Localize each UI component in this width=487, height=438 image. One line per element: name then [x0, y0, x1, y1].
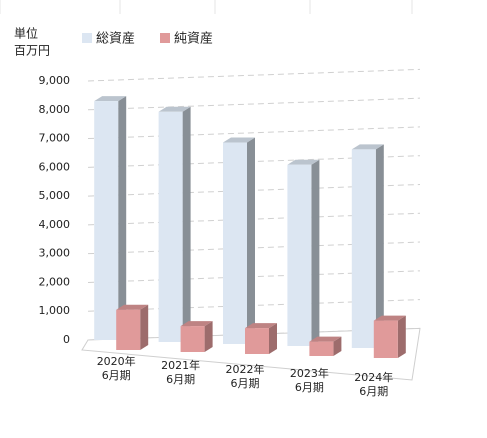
- bar-side: [247, 137, 255, 344]
- y-tick-label: 7,000: [39, 132, 71, 145]
- bar-side: [182, 106, 191, 343]
- x-tick-label: 6月期: [295, 381, 324, 394]
- bar: [287, 164, 312, 346]
- bar: [351, 149, 376, 348]
- y-tick-label: 0: [63, 333, 70, 346]
- bar-top: [287, 159, 320, 165]
- bar: [223, 142, 247, 344]
- bar-top: [373, 315, 406, 321]
- x-tick-label: 2021年: [161, 358, 200, 372]
- bar-side: [269, 323, 277, 354]
- bar-top: [158, 106, 191, 112]
- bar-top: [94, 96, 127, 102]
- bar-top: [223, 137, 255, 143]
- bar: [373, 320, 398, 358]
- legend-label: 総資産: [96, 31, 135, 47]
- bar: [309, 341, 334, 356]
- unit-label: 単位: [14, 26, 38, 41]
- y-tick-label: 6,000: [39, 160, 71, 173]
- grid-line: [87, 155, 421, 168]
- x-tick-label: 6月期: [359, 385, 388, 398]
- bar-side: [118, 96, 127, 341]
- x-tick-label: 2023年: [290, 366, 329, 380]
- x-tick-label: 2022年: [226, 362, 265, 376]
- bar-side: [204, 321, 213, 352]
- y-tick-label: 5,000: [39, 189, 71, 202]
- bar-side: [397, 315, 406, 358]
- grid-line: [87, 97, 421, 111]
- x-tick-label: 2020年: [97, 354, 136, 368]
- legend-swatch: [82, 33, 92, 43]
- grid-line: [87, 126, 421, 140]
- y-tick-label: 9,000: [39, 74, 71, 87]
- bar-side: [311, 159, 320, 346]
- y-tick-label: 3,000: [39, 247, 71, 260]
- y-tick-label: 4,000: [39, 218, 71, 231]
- legend-label: 純資産: [174, 31, 213, 47]
- bar-side: [140, 304, 149, 350]
- bar-top: [351, 144, 384, 150]
- y-tick-label: 8,000: [39, 103, 71, 116]
- bar-top: [245, 323, 277, 329]
- bar: [116, 309, 141, 350]
- bar: [245, 328, 269, 354]
- grid-line: [87, 241, 421, 255]
- bar-side: [333, 336, 342, 356]
- x-tick-label: 2024年: [354, 370, 393, 384]
- unit-label: 百万円: [14, 44, 50, 58]
- grid-line: [87, 68, 421, 82]
- grid-line: [87, 212, 421, 226]
- bar-top: [116, 304, 149, 310]
- bar: [94, 101, 119, 341]
- legend-swatch: [160, 33, 170, 43]
- grid-line: [87, 270, 421, 283]
- x-tick-label: 6月期: [231, 377, 260, 390]
- bar-side: [375, 144, 384, 348]
- bar-top: [180, 321, 213, 327]
- y-tick-label: 1,000: [39, 304, 71, 317]
- y-tick-label: 2,000: [39, 275, 71, 288]
- grid-line: [87, 183, 421, 197]
- x-tick-label: 6月期: [102, 369, 131, 382]
- bar-top: [309, 336, 342, 342]
- x-tick-label: 6月期: [166, 373, 195, 386]
- bar: [158, 111, 183, 343]
- bar: [180, 326, 205, 352]
